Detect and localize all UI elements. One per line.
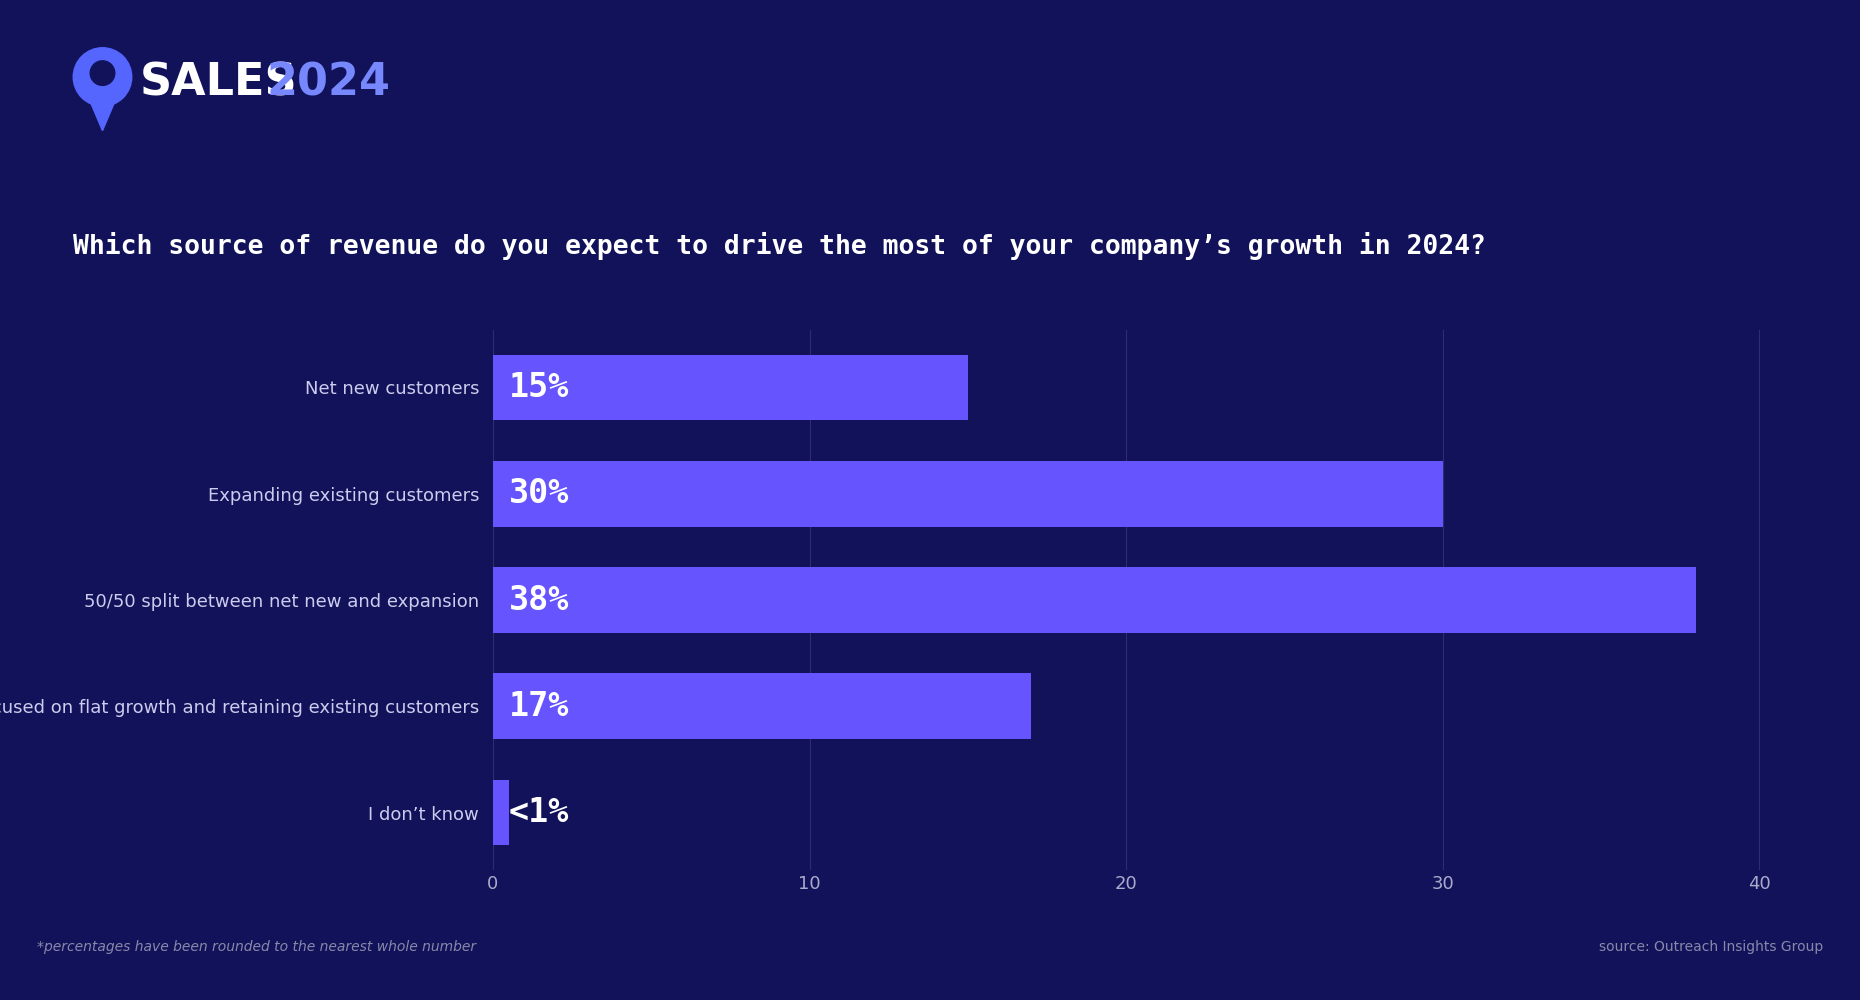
Circle shape: [91, 61, 115, 85]
Text: Which source of revenue do you expect to drive the most of your company’s growth: Which source of revenue do you expect to…: [73, 232, 1486, 260]
Bar: [493, 673, 1030, 739]
Bar: [493, 461, 1443, 527]
Text: source: Outreach Insights Group: source: Outreach Insights Group: [1600, 940, 1823, 954]
Text: 17%: 17%: [510, 690, 569, 723]
Text: 2024: 2024: [266, 62, 391, 105]
Bar: [493, 355, 967, 420]
Text: 15%: 15%: [510, 371, 569, 404]
Text: 38%: 38%: [510, 584, 569, 616]
Text: <1%: <1%: [510, 796, 569, 829]
Bar: [493, 780, 510, 845]
Polygon shape: [84, 86, 121, 131]
Text: *percentages have been rounded to the nearest whole number: *percentages have been rounded to the ne…: [37, 940, 476, 954]
Text: 30%: 30%: [510, 477, 569, 510]
Text: SALES: SALES: [140, 62, 298, 105]
Bar: [493, 567, 1696, 633]
Circle shape: [73, 48, 132, 106]
